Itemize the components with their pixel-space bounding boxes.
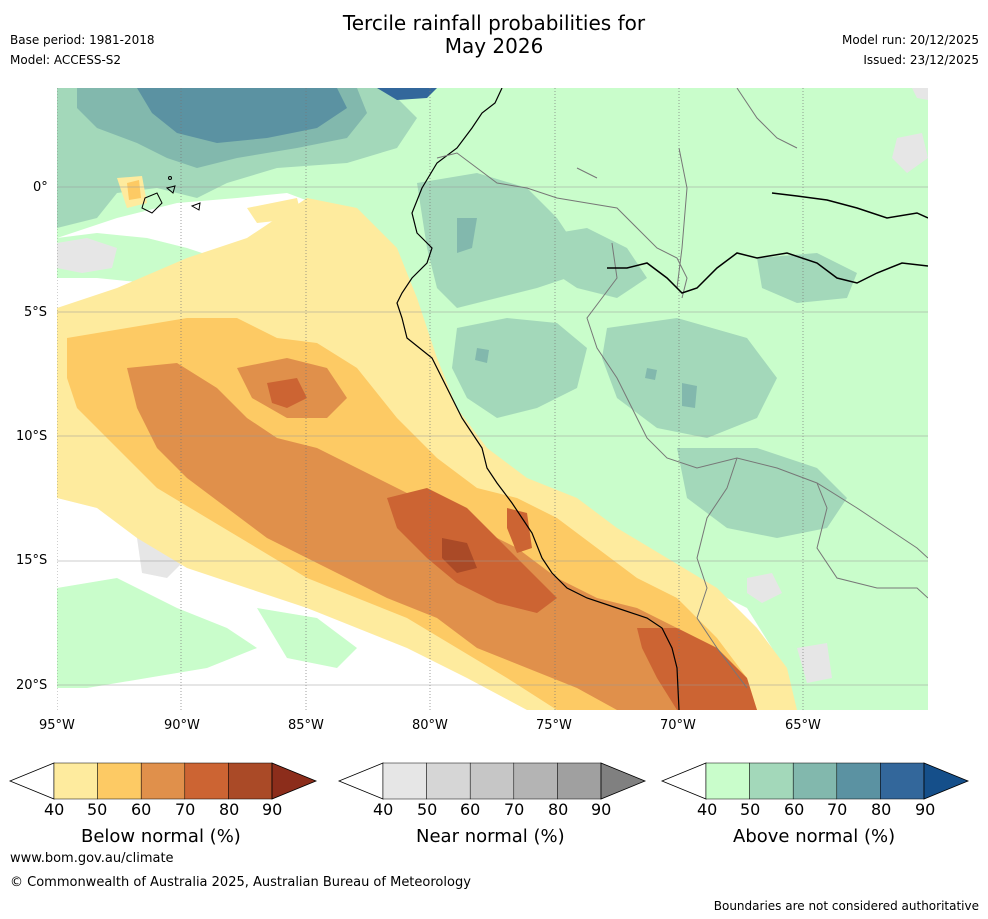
footer-url: www.bom.gov.au/climate: [10, 851, 174, 866]
cb0-tick-90: 90: [262, 800, 283, 819]
colorbar-below-normal: [8, 762, 318, 800]
colorbar-segment: [836, 762, 881, 800]
graticule: [57, 88, 928, 710]
colorbar-arrow-high: [271, 762, 318, 800]
colorbar-segment: [792, 762, 838, 800]
lon-label-95w: 95°W: [39, 718, 75, 733]
base-period-text: Base period: 1981-2018: [10, 33, 155, 47]
colorbar-segment: [184, 762, 229, 800]
colorbar-title-near: Near normal (%): [416, 826, 565, 847]
lat-label-5s: 5°S: [24, 305, 48, 320]
colorbar-near-normal: [337, 762, 647, 800]
colorbar-segment: [880, 762, 925, 800]
cb2-tick-70: 70: [827, 800, 848, 819]
cb1-tick-90: 90: [591, 800, 612, 819]
map-title-line1: Tercile rainfall probabilities for: [342, 11, 646, 35]
model-run-text: Model run: 20/12/2025: [841, 33, 979, 47]
cb1-tick-80: 80: [548, 800, 569, 819]
colorbar-segment: [557, 762, 602, 800]
colorbar-segment: [228, 762, 273, 800]
lon-label-90w: 90°W: [164, 718, 200, 733]
lon-label-65w: 65°W: [785, 718, 821, 733]
colorbar-segment: [705, 762, 750, 800]
meta-right: Model run: 20/12/2025 Issued: 23/12/2025: [842, 30, 979, 70]
country-borders: [436, 88, 928, 689]
lat-label-0: 0°: [33, 180, 48, 195]
cb2-tick-80: 80: [871, 800, 892, 819]
cb0-tick-40: 40: [44, 800, 65, 819]
model-text: Model: ACCESS-S2: [10, 53, 122, 67]
cb0-tick-70: 70: [175, 800, 196, 819]
colorbar-segment: [140, 762, 186, 800]
coastline: [396, 88, 680, 710]
colorbar-segment: [513, 762, 558, 800]
cb1-tick-40: 40: [373, 800, 394, 819]
colorbar-title-below: Below normal (%): [81, 826, 241, 847]
lon-label-75w: 75°W: [536, 718, 572, 733]
colorbar-arrow-high: [923, 762, 970, 800]
probability-map: [57, 88, 928, 710]
cb0-tick-60: 60: [131, 800, 152, 819]
colorbar-arrow-high: [600, 762, 647, 800]
colorbars-graphic: [8, 762, 970, 800]
cb1-tick-60: 60: [460, 800, 481, 819]
map-title-line2: May 2026: [444, 34, 544, 58]
cb2-tick-40: 40: [697, 800, 718, 819]
colorbar-segment: [53, 762, 98, 800]
cb0-tick-80: 80: [219, 800, 240, 819]
lon-label-70w: 70°W: [660, 718, 696, 733]
colorbar-arrow-low: [337, 762, 384, 800]
colorbar-segment: [382, 762, 427, 800]
colorbar-arrow-low: [660, 762, 707, 800]
colorbar-ticks: 40 50 60 70 80 90 40 50 60 70 80 90 40 5…: [0, 800, 988, 822]
colorbar-title-above: Above normal (%): [733, 826, 896, 847]
issued-text: Issued: 23/12/2025: [863, 53, 979, 67]
footer-disclaimer: Boundaries are not considered authoritat…: [713, 899, 979, 913]
lat-label-10s: 10°S: [16, 429, 48, 444]
colorbar-segment: [426, 762, 471, 800]
cb1-tick-70: 70: [504, 800, 525, 819]
colorbar-arrow-low: [8, 762, 55, 800]
colorbar-segment: [749, 762, 794, 800]
colorbar-above-normal: [660, 762, 970, 800]
cb2-tick-60: 60: [784, 800, 805, 819]
lon-label-80w: 80°W: [412, 718, 448, 733]
cb0-tick-50: 50: [87, 800, 108, 819]
lon-label-85w: 85°W: [288, 718, 324, 733]
lat-label-20s: 20°S: [16, 678, 48, 693]
colorbar-segment: [97, 762, 142, 800]
cb2-tick-90: 90: [915, 800, 936, 819]
lat-label-15s: 15°S: [16, 553, 48, 568]
map-title: Tercile rainfall probabilities for May 2…: [0, 12, 988, 58]
meta-left: Base period: 1981-2018 Model: ACCESS-S2: [10, 30, 155, 70]
below-normal-shading: [57, 176, 797, 710]
colorbar-segment: [469, 762, 515, 800]
river-line: [607, 192, 928, 294]
footer-copyright: © Commonwealth of Australia 2025, Austra…: [10, 875, 471, 890]
galapagos-islands: [141, 176, 201, 214]
cb1-tick-50: 50: [417, 800, 438, 819]
cb2-tick-50: 50: [740, 800, 761, 819]
